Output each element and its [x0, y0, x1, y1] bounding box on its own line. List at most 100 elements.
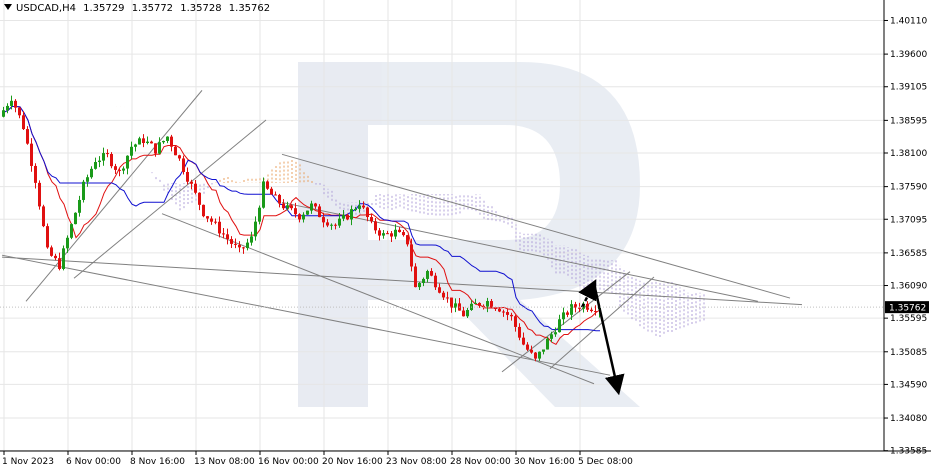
x-tick-label: 6 Nov 00:00: [66, 457, 121, 467]
forecast-arrow-down: [592, 283, 625, 396]
bear-candle: [462, 310, 465, 317]
bull-candle: [126, 155, 129, 169]
bull-candle: [146, 141, 149, 144]
bear-candle: [494, 307, 497, 310]
bear-candle: [402, 232, 405, 236]
bull-candle: [486, 301, 489, 307]
bear-candle: [42, 206, 45, 227]
bear-candle: [18, 107, 21, 116]
y-tick-label: 1.33585: [890, 447, 927, 457]
y-tick-label: 1.39105: [890, 83, 927, 93]
symbol-dropdown-icon[interactable]: [4, 4, 12, 10]
bear-candle: [482, 305, 485, 307]
bull-candle: [562, 312, 565, 320]
bull-candle: [466, 310, 469, 317]
bear-candle: [294, 208, 297, 215]
bull-candle: [70, 224, 73, 238]
trend-channel-line[interactable]: [1, 254, 611, 376]
bull-candle: [558, 319, 561, 333]
bear-candle: [450, 297, 453, 308]
bull-candle: [10, 100, 13, 106]
bear-candle: [50, 247, 53, 256]
bull-candle: [454, 303, 457, 308]
x-tick-label: 28 Nov 00:00: [450, 457, 511, 467]
bull-candle: [330, 224, 333, 226]
bull-candle: [338, 218, 341, 226]
y-tick-label: 1.40110: [890, 16, 927, 26]
bear-candle: [414, 266, 417, 288]
bear-candle: [118, 169, 121, 171]
bull-candle: [286, 205, 289, 209]
bear-candle: [174, 146, 177, 156]
bear-candle: [566, 312, 569, 315]
bear-candle: [490, 301, 493, 308]
y-tick-label: 1.36585: [890, 249, 927, 259]
bear-candle: [442, 292, 445, 298]
bull-candle: [254, 221, 257, 237]
bear-candle: [378, 230, 381, 236]
bear-candle: [514, 316, 517, 327]
bear-candle: [586, 303, 589, 310]
y-tick-label: 1.34080: [890, 414, 927, 424]
bear-candle: [318, 206, 321, 218]
y-tick-label: 1.39600: [890, 50, 927, 60]
bull-candle: [302, 214, 305, 220]
bull-candle: [94, 162, 97, 169]
bear-candle: [242, 247, 245, 249]
trend-channel-line[interactable]: [73, 119, 267, 279]
x-tick-label: 8 Nov 16:00: [130, 457, 185, 467]
current-price-label: 1.35762: [889, 304, 926, 314]
trend-channel-line[interactable]: [1, 256, 803, 306]
bear-candle: [498, 309, 501, 312]
bear-candle: [30, 143, 33, 166]
trend-channel-line[interactable]: [281, 201, 759, 302]
bull-candle: [2, 110, 5, 117]
current-price-box: [885, 301, 929, 314]
bear-candle: [170, 136, 173, 147]
trend-channel-line[interactable]: [501, 271, 631, 373]
bull-candle: [354, 208, 357, 210]
bear-candle: [510, 314, 513, 317]
bear-candle: [410, 244, 413, 267]
bull-candle: [102, 153, 105, 161]
x-tick-label: 13 Nov 08:00: [194, 457, 255, 467]
x-tick-label: 16 Nov 00:00: [258, 457, 319, 467]
bear-candle: [266, 181, 269, 189]
bear-candle: [106, 153, 109, 155]
trend-channel-line[interactable]: [161, 213, 595, 385]
y-tick-label: 1.35595: [890, 314, 927, 324]
bear-candle: [58, 258, 61, 269]
y-tick-label: 1.37590: [890, 183, 927, 193]
bear-candle: [314, 203, 317, 207]
symbol-label: USDCAD,H4: [16, 3, 76, 14]
bear-candle: [202, 204, 205, 217]
bear-candle: [438, 287, 441, 293]
low-price: 1.35728: [180, 3, 222, 14]
bull-candle: [342, 214, 345, 219]
bear-candle: [194, 183, 197, 193]
y-tick-label: 1.38595: [890, 116, 927, 126]
bear-candle: [14, 100, 17, 108]
bear-candle: [326, 222, 329, 226]
bear-candle: [38, 182, 41, 207]
bull-candle: [98, 160, 101, 163]
x-tick-label: 23 Nov 08:00: [386, 457, 447, 467]
bear-candle: [430, 271, 433, 276]
y-tick-label: 1.36090: [890, 282, 927, 292]
high-price: 1.35772: [131, 3, 174, 14]
bear-candle: [270, 188, 273, 195]
bear-candle: [398, 229, 401, 233]
bear-candle: [334, 224, 337, 226]
bear-candle: [374, 221, 377, 231]
bear-candle: [154, 143, 157, 154]
trend-channel-line[interactable]: [281, 153, 791, 299]
bear-candle: [446, 297, 449, 299]
y-tick-label: 1.34590: [890, 380, 927, 390]
bull-candle: [122, 168, 125, 171]
bear-candle: [406, 235, 409, 245]
bear-candle: [226, 234, 229, 240]
bull-candle: [542, 349, 545, 352]
bull-candle: [550, 334, 553, 339]
